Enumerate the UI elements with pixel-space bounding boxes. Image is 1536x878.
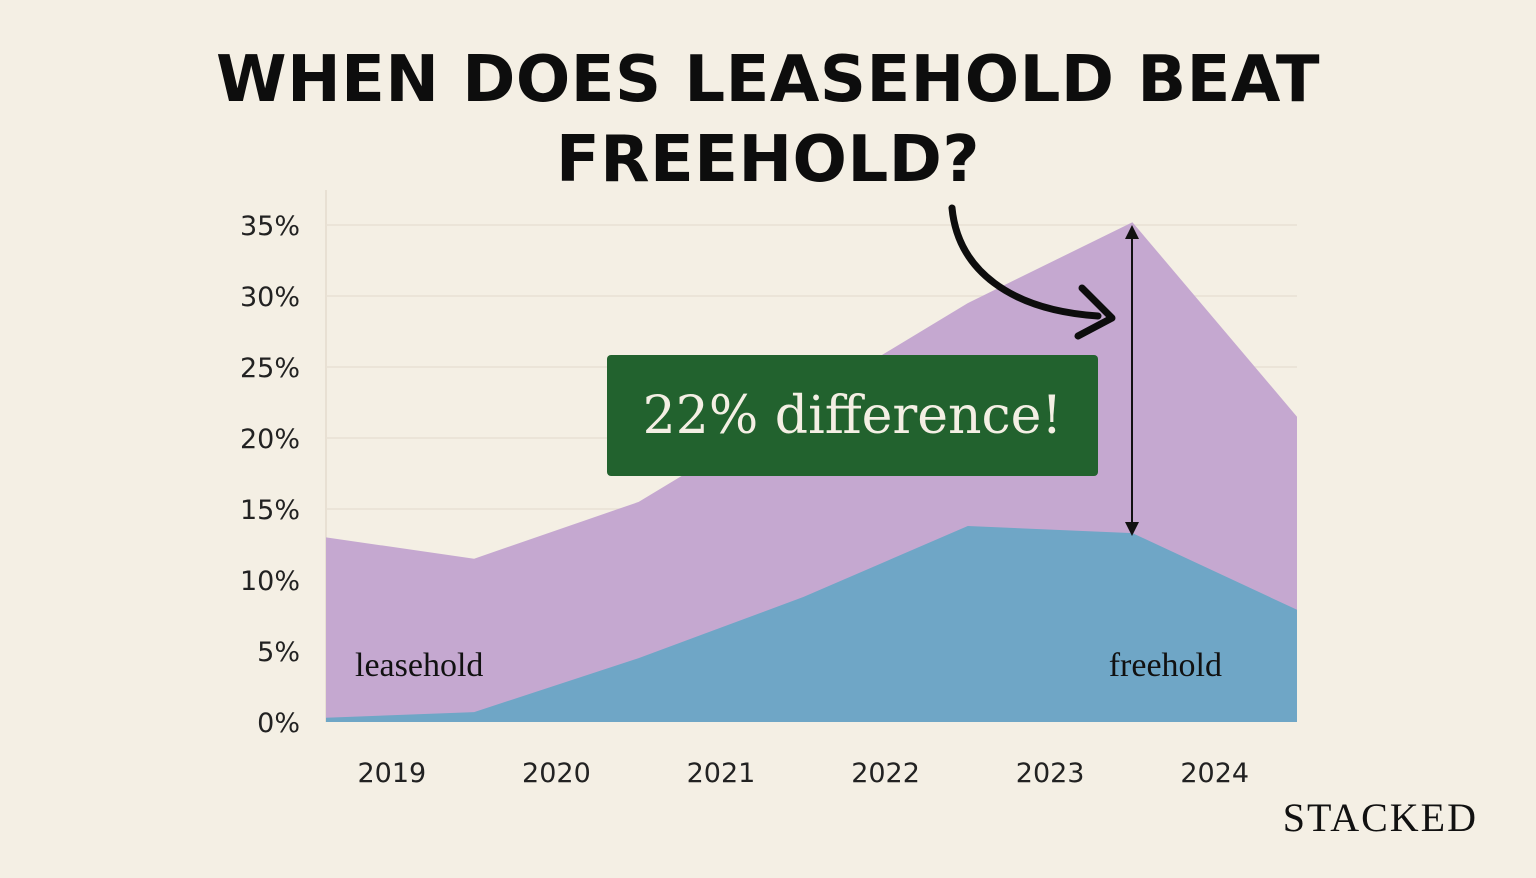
title-line-2: FREEHOLD? — [556, 123, 980, 197]
y-tick-label: 20% — [240, 424, 300, 455]
curved-pointer-arrow — [948, 204, 1102, 320]
x-tick-label: 2020 — [522, 758, 591, 789]
annotations — [948, 204, 1139, 536]
x-tick-label: 2021 — [687, 758, 756, 789]
y-tick-label: 35% — [240, 211, 300, 242]
area-freehold — [326, 526, 1297, 722]
x-tick-label: 2022 — [851, 758, 920, 789]
x-tick-label: 2019 — [357, 758, 426, 789]
x-tick-label: 2023 — [1016, 758, 1085, 789]
chart-title: WHEN DOES LEASEHOLD BEAT FREEHOLD? — [0, 40, 1536, 200]
curved-pointer-arrowhead — [1074, 284, 1116, 340]
difference-badge: 22% difference! — [607, 355, 1098, 476]
series-label-leasehold: leasehold — [355, 647, 483, 684]
y-tick-label: 10% — [240, 566, 300, 597]
y-tick-label: 25% — [240, 353, 300, 384]
y-tick-label: 15% — [240, 495, 300, 526]
axis-labels: 0% 5% 10% 15% 20% 25% 30% 35% 2019 2020 2021 2022 20… — [240, 211, 1249, 789]
brand-logo: STACKED — [1282, 795, 1478, 840]
y-tick-label: 5% — [257, 637, 300, 668]
title-line-1: WHEN DOES LEASEHOLD BEAT — [215, 43, 1321, 117]
y-tick-label: 0% — [257, 708, 300, 739]
y-tick-label: 30% — [240, 282, 300, 313]
x-tick-label: 2024 — [1180, 758, 1249, 789]
series-label-freehold: freehold — [1109, 647, 1222, 684]
